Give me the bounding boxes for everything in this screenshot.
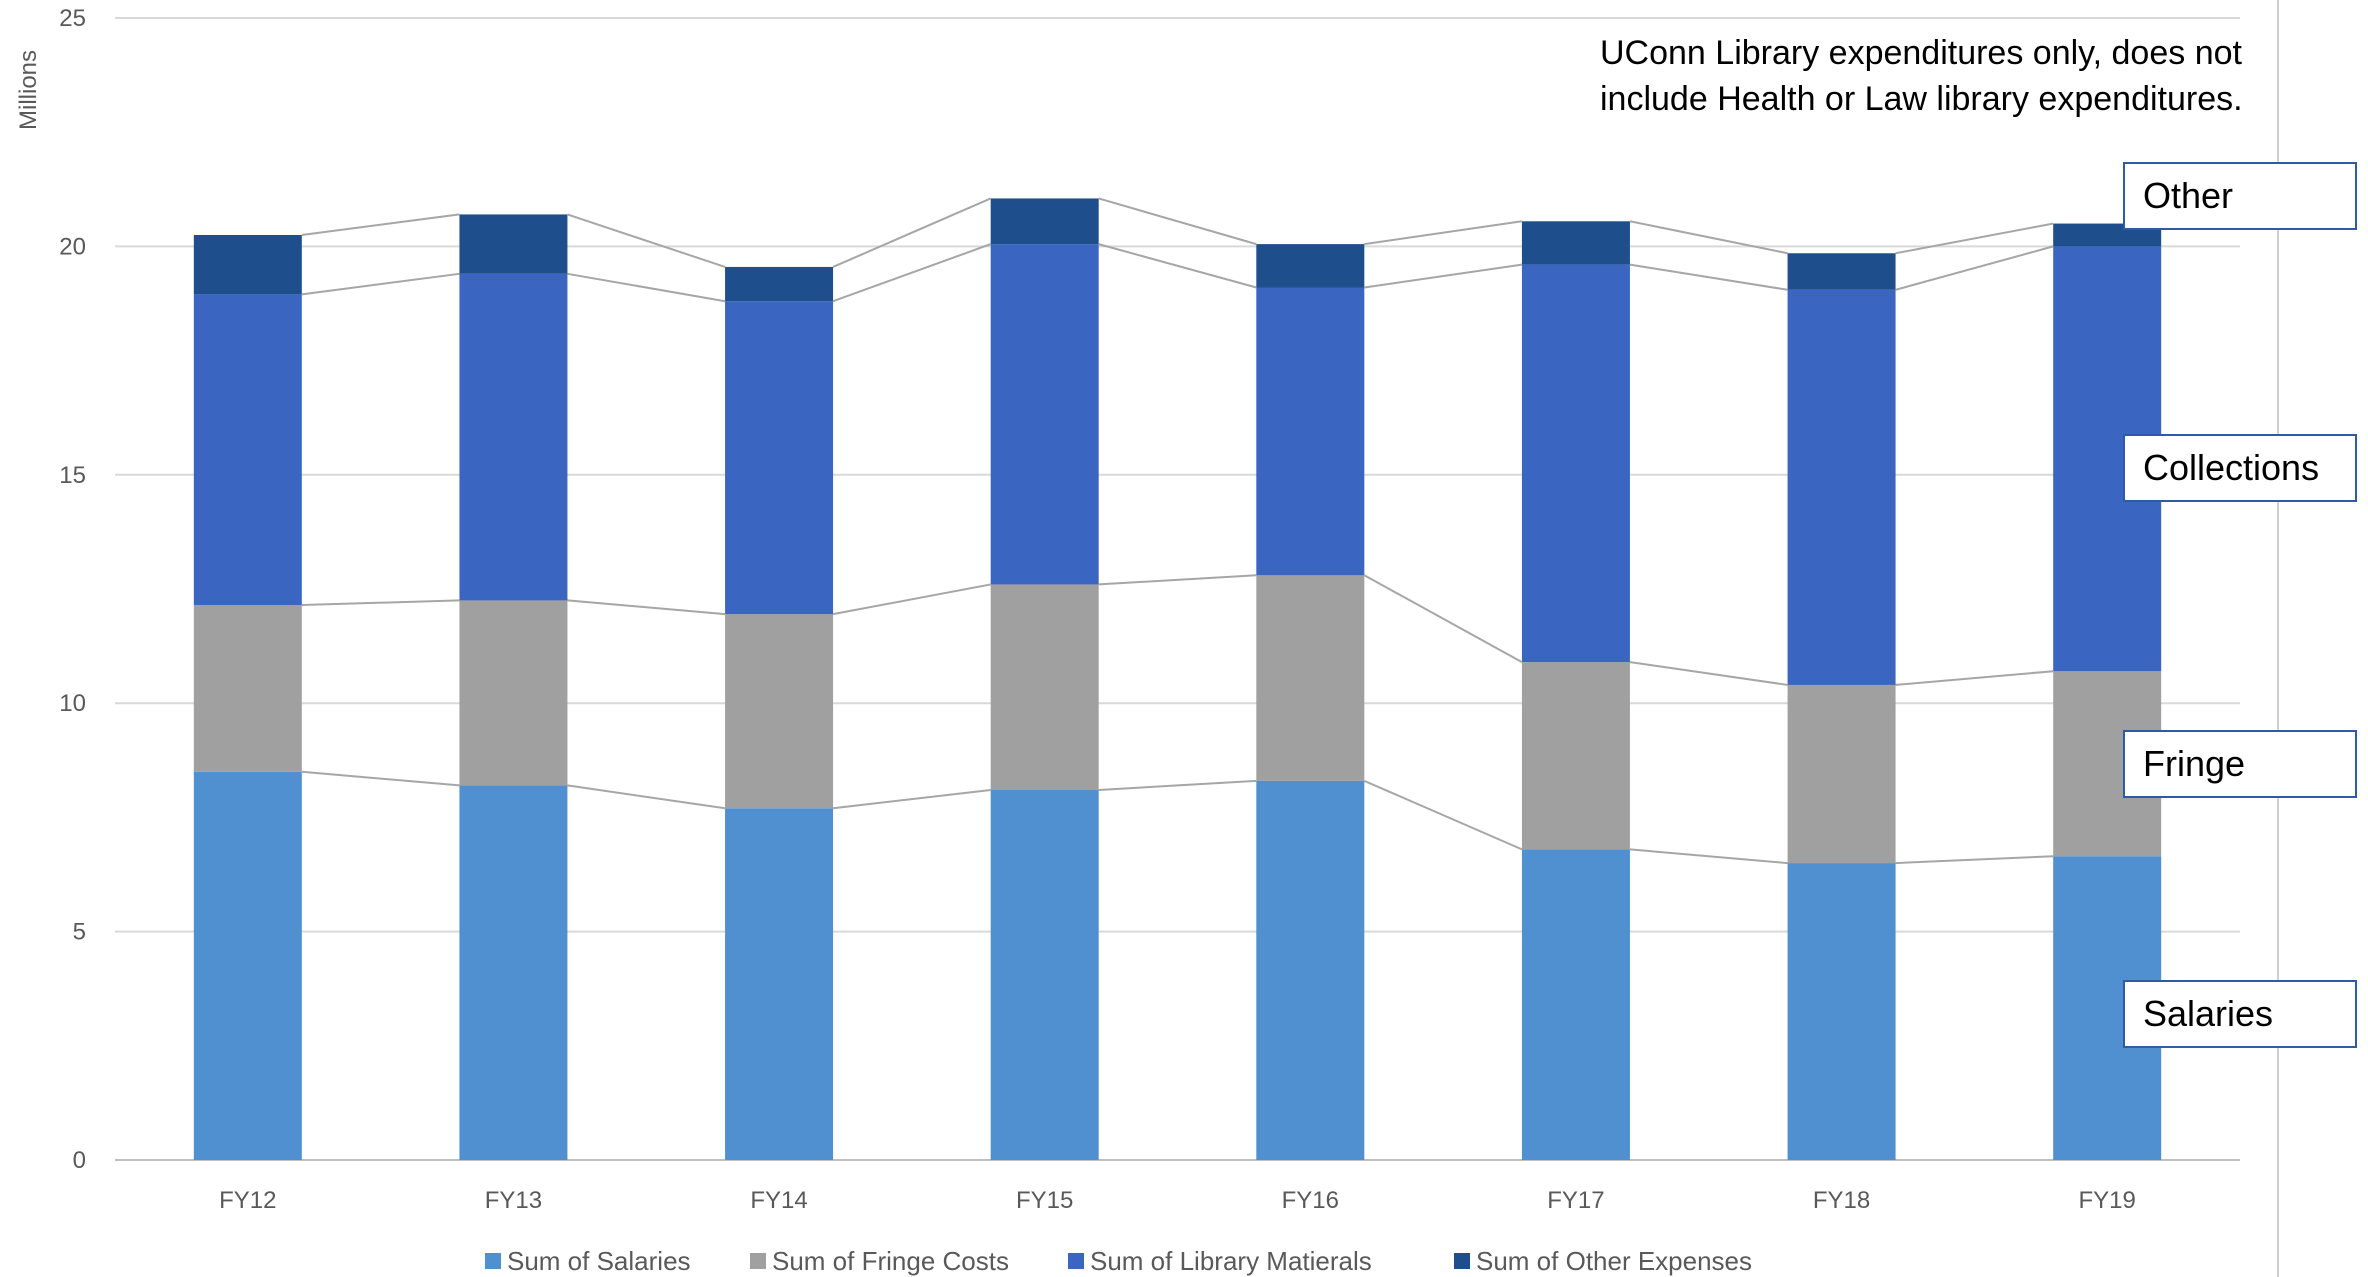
bar-segment [990,198,1099,245]
bar-segment [990,244,1099,585]
bar-segment [193,294,302,605]
x-tick-label: FY16 [1282,1187,1339,1214]
y-tick-label: 0 [73,1147,86,1174]
chart-note-line-2: include Health or Law library expenditur… [1600,80,2243,118]
legend-label: Sum of Salaries [507,1246,691,1276]
bar-segment [193,234,302,295]
legend-label: Sum of Library Matierals [1090,1246,1372,1276]
x-tick-label: FY13 [485,1187,542,1214]
series-line [301,599,460,606]
series-line [1629,848,1788,865]
x-tick-label: FY18 [1813,1187,1870,1214]
series-line [1363,779,1523,851]
series-line [301,272,460,296]
x-tick-label: FY17 [1547,1187,1604,1214]
series-line [1098,779,1257,791]
legend-label: Sum of Fringe Costs [772,1246,1009,1276]
legend-swatch [485,1253,501,1269]
series-line [832,583,991,616]
series-line [567,784,726,810]
legend-swatch [1068,1253,1084,1269]
bar-segment [1787,684,1896,864]
bar-segment [193,771,302,1160]
series-line [1098,574,1257,586]
bar-segment [1256,575,1365,781]
series-line [832,197,992,268]
series-line [832,788,991,810]
series-line [1364,263,1523,289]
bar-segment [1521,221,1630,265]
y-tick-label: 25 [59,5,86,32]
right-divider [2277,0,2279,1277]
series-line [1098,197,1257,246]
bar-segment [725,614,834,809]
bar-segment [459,273,568,601]
series-line [301,770,460,787]
series-line [1895,670,2054,686]
y-tick-label: 5 [73,919,86,946]
callout-fringe: Fringe [2123,730,2357,798]
legend-swatch [750,1253,766,1269]
bar-segment [1256,287,1365,576]
bar-segment [1256,244,1365,288]
callout-salaries: Salaries [2123,980,2357,1048]
y-tick-label: 20 [59,233,86,260]
bar-segment [459,600,568,786]
bar-segment [725,266,834,302]
callout-collections: Collections [2123,434,2357,502]
x-tick-label: FY19 [2079,1187,2136,1214]
series-line [1895,222,2054,255]
chart-note-line-1: UConn Library expenditures only, does no… [1600,34,2242,72]
chart-note: UConn Library expenditures only, does no… [1600,30,2300,122]
series-line [567,272,726,303]
series-line [832,243,992,303]
series-line [1364,220,1523,246]
legend-label: Sum of Other Expenses [1476,1246,1752,1276]
series-line [1098,243,1257,289]
series-line [1629,220,1788,255]
bar-segment [1787,289,1896,685]
bar-segment [1787,253,1896,290]
bar-segment [1787,863,1896,1160]
legend-swatch [1454,1253,1470,1269]
x-tick-label: FY14 [750,1187,807,1214]
y-tick-label: 10 [59,690,86,717]
series-line [1895,245,2054,291]
series-line [1629,263,1788,291]
y-tick-label: 15 [59,462,86,489]
series-line [1895,855,2054,865]
y-axis-ticks: 0 5 10 15 20 25 [59,5,86,1174]
bar-segment [1256,780,1365,1160]
x-axis-ticks: FY12 FY13 FY14 FY15 FY16 FY17 FY18 FY19 [219,1187,2136,1214]
bars [193,198,2162,1160]
bar-segment [459,785,568,1160]
bar-segment [1521,662,1630,850]
bar-segment [1521,849,1630,1160]
y-axis-label: Millions [15,50,42,130]
series-line [1363,574,1523,663]
gridlines [115,17,2240,1161]
bar-segment [1521,264,1630,663]
legend: Sum of Salaries Sum of Fringe Costs Sum of… [485,1246,1752,1276]
bar-segment [725,808,834,1160]
callout-other: Other [2123,162,2357,230]
x-tick-label: FY12 [219,1187,276,1214]
bar-segment [193,604,302,772]
bar-segment [725,301,834,615]
bar-segment [990,584,1099,790]
bar-segment [990,789,1099,1160]
series-line [301,213,460,236]
x-tick-label: FY15 [1016,1187,1073,1214]
series-connector-lines [301,197,2054,865]
bar-segment [459,214,568,274]
series-line [567,213,726,268]
series-line [1629,661,1788,686]
series-line [567,599,726,616]
